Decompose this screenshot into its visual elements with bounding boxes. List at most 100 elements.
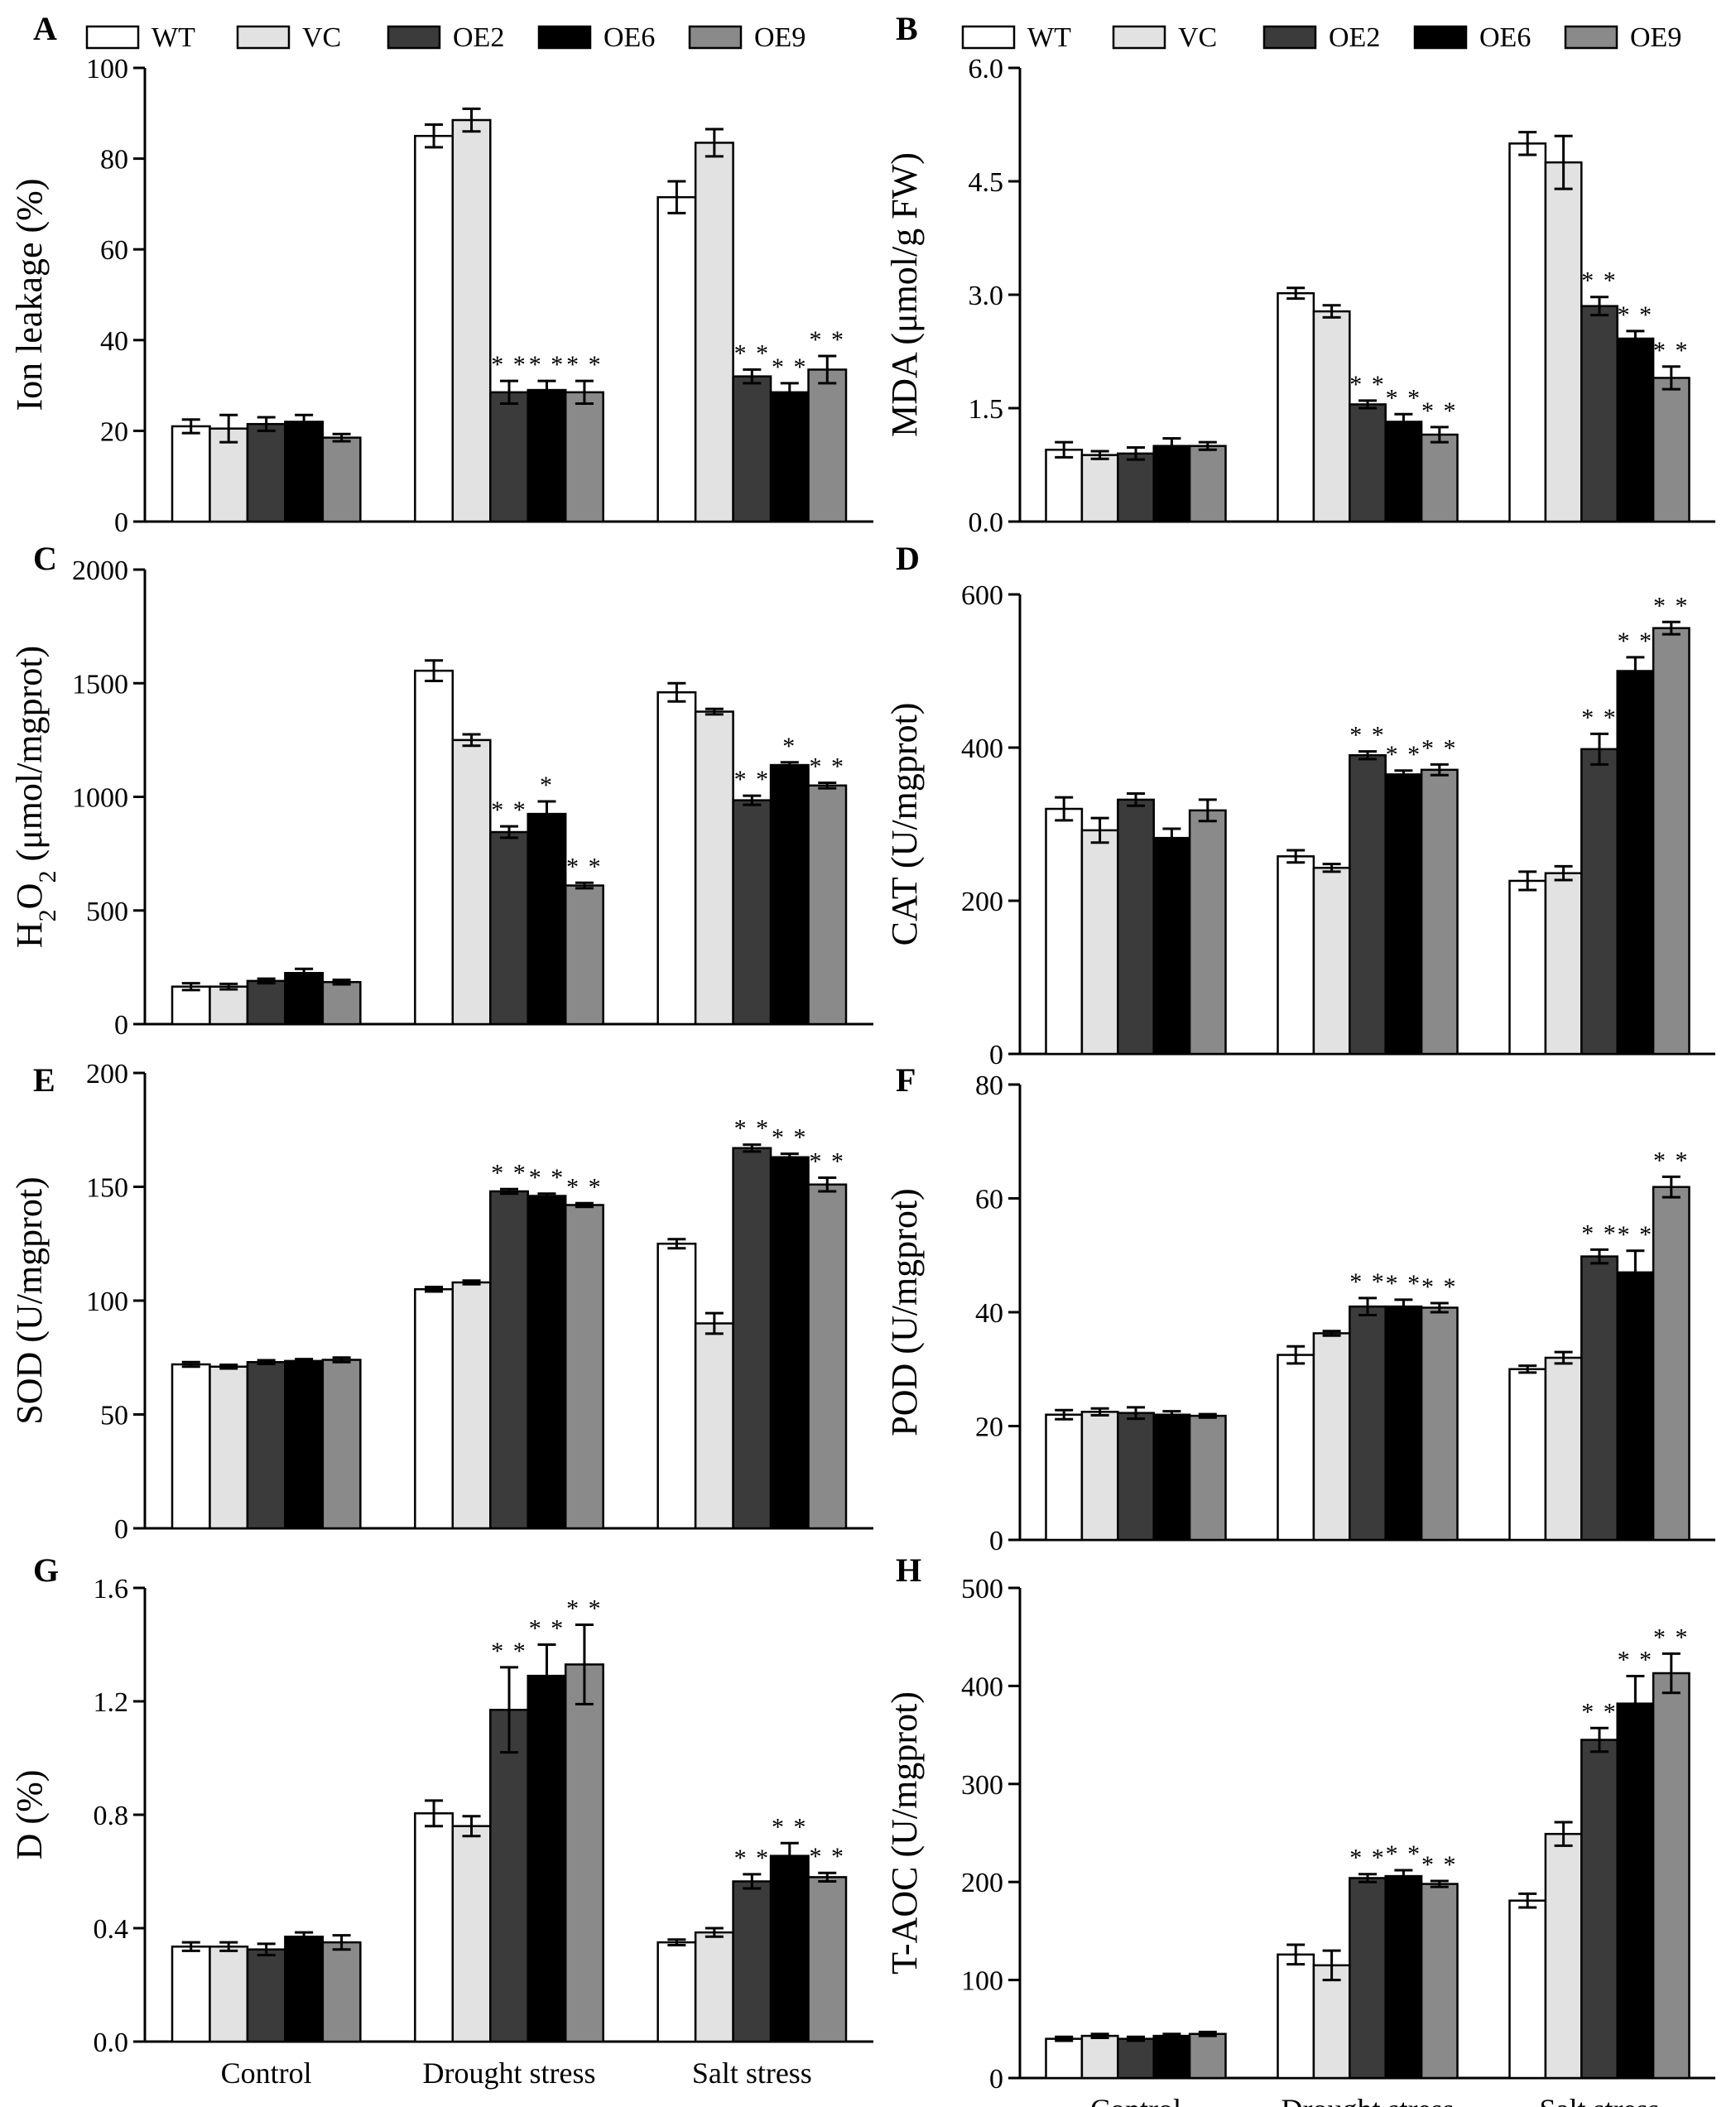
bar-vc xyxy=(1080,1411,1119,1542)
y-tick-label: 400 xyxy=(961,1672,1003,1702)
significance-mark: * * xyxy=(1349,1845,1386,1872)
error-bar xyxy=(1661,620,1681,636)
bar-vc xyxy=(1544,161,1583,523)
significance-mark: * * xyxy=(491,1638,527,1665)
significance-mark: * * xyxy=(772,1813,808,1840)
y-tick-label: 500 xyxy=(961,1574,1003,1604)
error-bar xyxy=(1127,2035,1145,2042)
error-bar xyxy=(575,1624,594,1705)
bar-vc xyxy=(451,738,492,1026)
panel-letter: G xyxy=(33,1551,59,1589)
y-tick-label: 20 xyxy=(975,1412,1003,1443)
y-axis-title: MDA (μmol/g FW) xyxy=(884,152,925,437)
error-bar xyxy=(704,127,724,158)
bar-oe2 xyxy=(732,1880,772,2043)
bar-oe6 xyxy=(284,421,325,523)
y-tick-label: 0.4 xyxy=(94,1914,129,1945)
y-tick-label: 150 xyxy=(86,1173,128,1204)
significance-mark: * * xyxy=(1421,1273,1458,1301)
error-bar xyxy=(1554,134,1573,190)
legend-label: VC xyxy=(1178,22,1217,53)
bar-vc xyxy=(1080,454,1119,523)
bar-oe2 xyxy=(246,1361,286,1530)
bar-wt xyxy=(1508,1368,1547,1542)
bar-vc xyxy=(209,1365,249,1530)
bar-oe6 xyxy=(1152,2034,1191,2080)
bar-oe9 xyxy=(807,368,848,523)
error-bar xyxy=(1626,330,1645,348)
significance-mark: * * xyxy=(1386,1270,1422,1297)
y-axis-title: SOD (U/mgprot) xyxy=(9,1176,50,1424)
significance-mark: * * xyxy=(529,1164,565,1191)
bar-oe9 xyxy=(564,391,604,523)
bar-wt xyxy=(1277,291,1315,523)
bar-oe9 xyxy=(1420,1883,1459,2080)
bar-oe2 xyxy=(489,1190,529,1530)
bar-oe9 xyxy=(564,1663,604,2043)
panel-letter: F xyxy=(896,1061,916,1099)
error-bar xyxy=(1359,399,1377,410)
error-bar xyxy=(1127,792,1145,807)
error-bar xyxy=(1430,1879,1449,1888)
y-tick-label: 400 xyxy=(961,734,1003,764)
legend-swatch-wt xyxy=(961,25,1016,50)
error-bar xyxy=(780,761,799,769)
error-bar xyxy=(1518,870,1537,892)
significance-mark: * * xyxy=(1349,371,1386,398)
error-bar xyxy=(1590,1248,1609,1265)
significance-mark: * * xyxy=(1349,1268,1386,1296)
bar-oe2 xyxy=(1580,1255,1618,1542)
y-tick-label: 0 xyxy=(989,1040,1003,1070)
error-bar xyxy=(1518,1892,1537,1909)
significance-mark: * * xyxy=(1618,301,1654,329)
y-tick-label: 6.0 xyxy=(969,54,1004,84)
bar-wt xyxy=(1508,1899,1547,2080)
bar-vc xyxy=(209,1946,249,2043)
error-bar xyxy=(1090,816,1109,844)
bar-oe9 xyxy=(321,980,362,1026)
bar-oe9 xyxy=(1652,1672,1690,2080)
y-tick-label: 3.0 xyxy=(969,281,1004,311)
significance-mark: * * xyxy=(529,351,565,378)
error-bar xyxy=(462,107,481,133)
error-bar xyxy=(332,432,351,443)
legend-swatch-oe9 xyxy=(1564,25,1618,50)
bar-oe6 xyxy=(284,971,325,1026)
bar-wt xyxy=(171,1363,211,1530)
bar-oe6 xyxy=(1384,421,1423,523)
error-bar xyxy=(500,1666,518,1754)
bar-wt xyxy=(1508,879,1547,1056)
bar-oe6 xyxy=(527,1195,567,1530)
error-bar xyxy=(1286,1943,1306,1966)
bar-oe2 xyxy=(732,1147,772,1530)
bar-wt xyxy=(1277,1354,1315,1542)
error-bar xyxy=(500,1187,518,1195)
error-bar xyxy=(1286,286,1306,301)
error-bar xyxy=(1055,440,1074,459)
bar-oe9 xyxy=(807,1183,848,1530)
error-bar xyxy=(1162,2032,1181,2039)
error-bar xyxy=(1661,365,1681,391)
error-bar xyxy=(1286,1345,1306,1365)
bar-vc xyxy=(209,985,249,1026)
error-bar xyxy=(1198,1412,1217,1419)
bar-wt xyxy=(171,985,211,1026)
error-bar xyxy=(219,982,238,991)
error-bar xyxy=(1055,796,1074,822)
y-tick-label: 80 xyxy=(100,145,128,176)
error-bar xyxy=(1626,656,1645,686)
y-tick-label: 0.0 xyxy=(969,508,1004,538)
error-bar xyxy=(667,180,686,214)
panel-h: H 0 100 200 300 400 500 T-AOC (U/mgprot) Control… xyxy=(884,1551,1715,2107)
y-tick-label: 40 xyxy=(975,1298,1003,1329)
error-bar xyxy=(1518,131,1537,156)
bar-oe9 xyxy=(564,1204,604,1530)
y-axis-title: Ion leakage (%) xyxy=(9,179,50,411)
significance-mark: * * xyxy=(1581,267,1618,295)
significance-mark: * * xyxy=(772,354,808,381)
significance-mark: * * xyxy=(491,796,527,824)
bar-vc xyxy=(1312,310,1351,523)
bar-oe2 xyxy=(1349,403,1387,523)
